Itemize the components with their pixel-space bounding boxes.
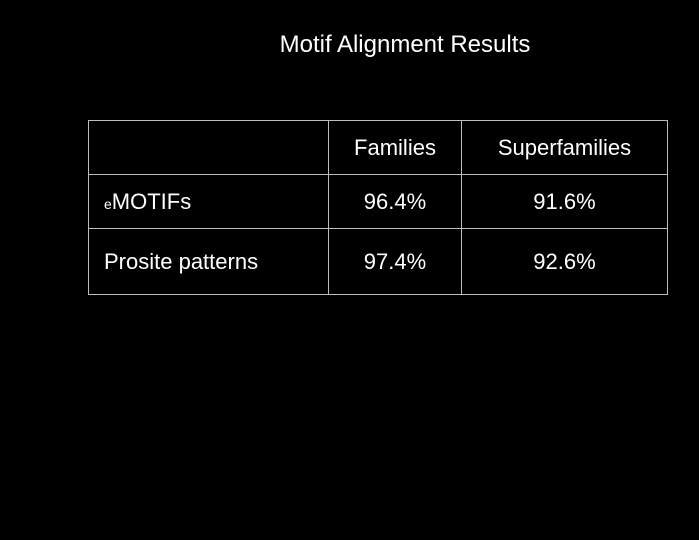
results-table: Families Superfamilies eMOTIFs 96.4% 91.… (88, 120, 668, 295)
row-label: Prosite patterns (88, 228, 329, 295)
superfamilies-value: 91.6% (461, 174, 668, 229)
table-row: Prosite patterns 97.4% 92.6% (88, 228, 668, 295)
superfamilies-value: 92.6% (461, 228, 668, 295)
header-superfamilies: Superfamilies (461, 120, 668, 175)
row-label-text: MOTIFs (111, 188, 192, 214)
table-row: eMOTIFs 96.4% 91.6% (88, 174, 668, 229)
row-label-text: Prosite patterns (104, 248, 259, 274)
families-value: 96.4% (328, 174, 462, 229)
row-label: eMOTIFs (88, 174, 329, 229)
header-families: Families (328, 120, 462, 175)
header-empty-cell (88, 120, 329, 175)
families-value: 97.4% (328, 228, 462, 295)
table-header-row: Families Superfamilies (88, 120, 668, 175)
slide-title: Motif Alignment Results (279, 31, 531, 58)
row-label-prefix: e (104, 195, 112, 212)
